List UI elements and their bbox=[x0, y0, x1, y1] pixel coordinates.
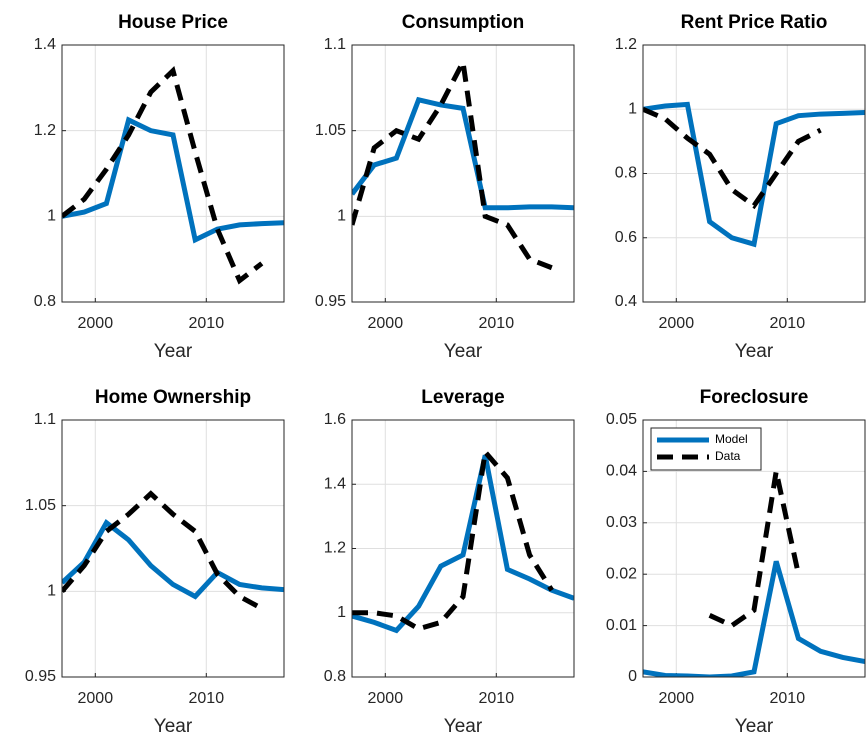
y-tick-label: 1.1 bbox=[324, 36, 346, 53]
x-axis-label: Year bbox=[735, 341, 774, 362]
plot-area bbox=[352, 45, 574, 302]
chart-title: Rent Price Ratio bbox=[681, 12, 828, 33]
x-tick-label: 2010 bbox=[479, 690, 515, 707]
series-line bbox=[643, 106, 822, 210]
legend-label: Model bbox=[715, 432, 748, 446]
plot-lines bbox=[643, 470, 865, 677]
x-tick-label: 2000 bbox=[368, 315, 404, 332]
plot-area bbox=[62, 420, 284, 677]
legend-box bbox=[650, 427, 762, 471]
x-tick-label: 2010 bbox=[770, 690, 806, 707]
x-axis-label: Year bbox=[154, 341, 193, 362]
x-tick-label: 2000 bbox=[78, 315, 114, 332]
chart-title: Consumption bbox=[402, 12, 524, 33]
x-axis-label: Year bbox=[154, 716, 193, 735]
y-tick-label: 0 bbox=[628, 668, 637, 685]
series-line bbox=[643, 560, 865, 677]
series-line bbox=[708, 470, 801, 629]
y-tick-label: 1.2 bbox=[324, 540, 346, 557]
chart-title: Home Ownership bbox=[95, 387, 251, 408]
y-tick-label: 0.6 bbox=[615, 229, 637, 246]
chart-title: Leverage bbox=[421, 387, 504, 408]
series-line bbox=[62, 519, 284, 600]
y-tick-label: 1.4 bbox=[324, 475, 346, 492]
series-line bbox=[643, 101, 865, 248]
series-line bbox=[62, 490, 263, 611]
y-tick-label: 1.2 bbox=[34, 122, 56, 139]
x-tick-label: 2000 bbox=[78, 690, 114, 707]
plot-lines bbox=[352, 446, 574, 634]
chart-title: House Price bbox=[118, 12, 228, 33]
y-tick-label: 0.8 bbox=[324, 668, 346, 685]
x-tick-label: 2010 bbox=[189, 315, 225, 332]
axes-box bbox=[61, 44, 285, 303]
axes-box bbox=[351, 419, 575, 678]
y-tick-label: 0.05 bbox=[606, 411, 637, 428]
y-tick-label: 0.95 bbox=[315, 293, 346, 310]
y-tick-label: 1.1 bbox=[34, 411, 56, 428]
x-tick-label: 2010 bbox=[479, 315, 515, 332]
x-tick-label: 2010 bbox=[770, 315, 806, 332]
x-tick-label: 2010 bbox=[189, 690, 225, 707]
y-tick-label: 1 bbox=[47, 583, 56, 600]
plot-lines bbox=[643, 101, 865, 248]
axes-box bbox=[351, 44, 575, 303]
y-tick-label: 1.4 bbox=[34, 36, 56, 53]
y-tick-label: 0.8 bbox=[34, 293, 56, 310]
legend-label: Data bbox=[715, 449, 741, 463]
axes-box bbox=[642, 44, 866, 303]
y-tick-label: 1 bbox=[628, 100, 637, 117]
y-tick-label: 1 bbox=[47, 208, 56, 225]
y-tick-label: 1 bbox=[337, 208, 346, 225]
axes-box bbox=[61, 419, 285, 678]
x-axis-label: Year bbox=[444, 341, 483, 362]
x-tick-label: 2000 bbox=[659, 315, 695, 332]
y-tick-label: 0.03 bbox=[606, 514, 637, 531]
y-tick-label: 0.01 bbox=[606, 617, 637, 634]
series-line bbox=[62, 65, 264, 285]
series-line bbox=[352, 96, 574, 211]
y-tick-label: 1.6 bbox=[324, 411, 346, 428]
x-tick-label: 2000 bbox=[659, 690, 695, 707]
plot-lines bbox=[352, 54, 574, 271]
chart-title: Foreclosure bbox=[700, 387, 809, 408]
plot-lines bbox=[62, 490, 284, 611]
y-tick-label: 0.8 bbox=[615, 165, 637, 182]
x-tick-label: 2000 bbox=[368, 690, 404, 707]
y-tick-label: 1.05 bbox=[315, 122, 346, 139]
y-tick-label: 0.4 bbox=[615, 293, 637, 310]
x-axis-label: Year bbox=[735, 716, 774, 735]
y-tick-label: 1.05 bbox=[25, 497, 56, 514]
series-line bbox=[352, 454, 574, 634]
plot-lines bbox=[62, 65, 284, 285]
y-tick-label: 0.95 bbox=[25, 668, 56, 685]
x-axis-label: Year bbox=[444, 716, 483, 735]
plot-area bbox=[62, 45, 284, 302]
y-tick-label: 1 bbox=[337, 604, 346, 621]
y-tick-label: 0.02 bbox=[606, 565, 637, 582]
y-tick-label: 1.2 bbox=[615, 36, 637, 53]
y-tick-label: 0.04 bbox=[606, 463, 637, 480]
axes-box bbox=[642, 419, 866, 678]
series-line bbox=[62, 116, 284, 244]
series-line bbox=[352, 446, 554, 632]
